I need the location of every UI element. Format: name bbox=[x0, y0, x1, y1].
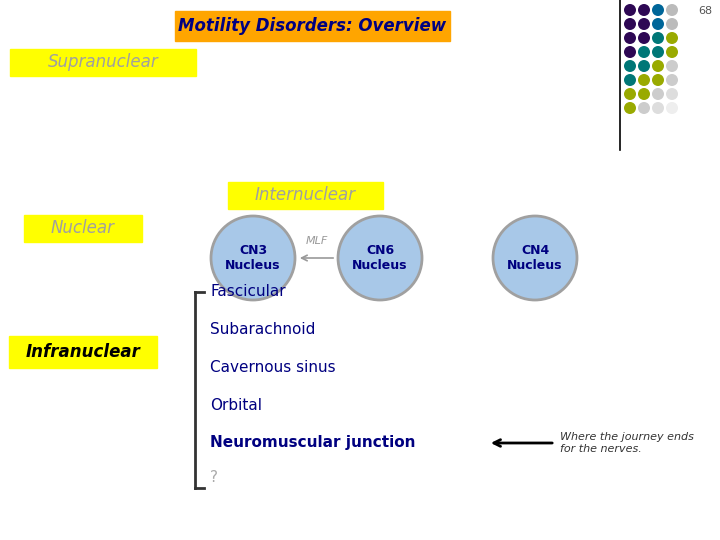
Text: Motility Disorders: Overview: Motility Disorders: Overview bbox=[178, 17, 446, 35]
Text: Infranuclear: Infranuclear bbox=[26, 343, 140, 361]
Circle shape bbox=[652, 4, 664, 16]
Circle shape bbox=[624, 60, 636, 72]
Text: 68: 68 bbox=[698, 6, 712, 16]
Text: CN4
Nucleus: CN4 Nucleus bbox=[508, 244, 563, 272]
FancyBboxPatch shape bbox=[9, 336, 157, 368]
Circle shape bbox=[638, 88, 650, 100]
Circle shape bbox=[638, 74, 650, 86]
Text: Fascicular: Fascicular bbox=[210, 285, 286, 300]
FancyArrowPatch shape bbox=[494, 440, 552, 447]
Circle shape bbox=[638, 18, 650, 30]
Circle shape bbox=[638, 4, 650, 16]
Circle shape bbox=[638, 32, 650, 44]
Text: Nuclear: Nuclear bbox=[51, 219, 115, 237]
Circle shape bbox=[652, 18, 664, 30]
Text: Where the journey ends
for the nerves.: Where the journey ends for the nerves. bbox=[560, 432, 694, 454]
Circle shape bbox=[624, 88, 636, 100]
Circle shape bbox=[211, 216, 295, 300]
FancyBboxPatch shape bbox=[10, 49, 196, 76]
Circle shape bbox=[652, 46, 664, 58]
Circle shape bbox=[638, 102, 650, 114]
Text: Subarachnoid: Subarachnoid bbox=[210, 322, 315, 338]
FancyBboxPatch shape bbox=[228, 181, 382, 208]
Circle shape bbox=[652, 88, 664, 100]
Circle shape bbox=[638, 60, 650, 72]
FancyBboxPatch shape bbox=[174, 11, 449, 41]
Text: Neuromuscular junction: Neuromuscular junction bbox=[210, 435, 415, 450]
Circle shape bbox=[652, 60, 664, 72]
Circle shape bbox=[652, 102, 664, 114]
Circle shape bbox=[493, 216, 577, 300]
Text: CN3
Nucleus: CN3 Nucleus bbox=[225, 244, 281, 272]
Circle shape bbox=[652, 32, 664, 44]
Text: ?: ? bbox=[210, 470, 218, 485]
Circle shape bbox=[624, 32, 636, 44]
Text: Supranuclear: Supranuclear bbox=[48, 53, 158, 71]
Circle shape bbox=[666, 4, 678, 16]
Text: Orbital: Orbital bbox=[210, 397, 262, 413]
Circle shape bbox=[624, 102, 636, 114]
Circle shape bbox=[666, 46, 678, 58]
Circle shape bbox=[666, 88, 678, 100]
Text: Internuclear: Internuclear bbox=[254, 186, 356, 204]
FancyArrowPatch shape bbox=[302, 255, 333, 261]
Circle shape bbox=[666, 32, 678, 44]
Circle shape bbox=[638, 46, 650, 58]
Circle shape bbox=[624, 18, 636, 30]
Circle shape bbox=[338, 216, 422, 300]
Text: MLF: MLF bbox=[305, 236, 328, 246]
Circle shape bbox=[624, 4, 636, 16]
Circle shape bbox=[666, 102, 678, 114]
Circle shape bbox=[624, 46, 636, 58]
Text: Cavernous sinus: Cavernous sinus bbox=[210, 361, 336, 375]
Circle shape bbox=[666, 74, 678, 86]
Text: CN6
Nucleus: CN6 Nucleus bbox=[352, 244, 408, 272]
Circle shape bbox=[624, 74, 636, 86]
Circle shape bbox=[666, 60, 678, 72]
Circle shape bbox=[652, 74, 664, 86]
Circle shape bbox=[666, 18, 678, 30]
FancyBboxPatch shape bbox=[24, 214, 142, 241]
